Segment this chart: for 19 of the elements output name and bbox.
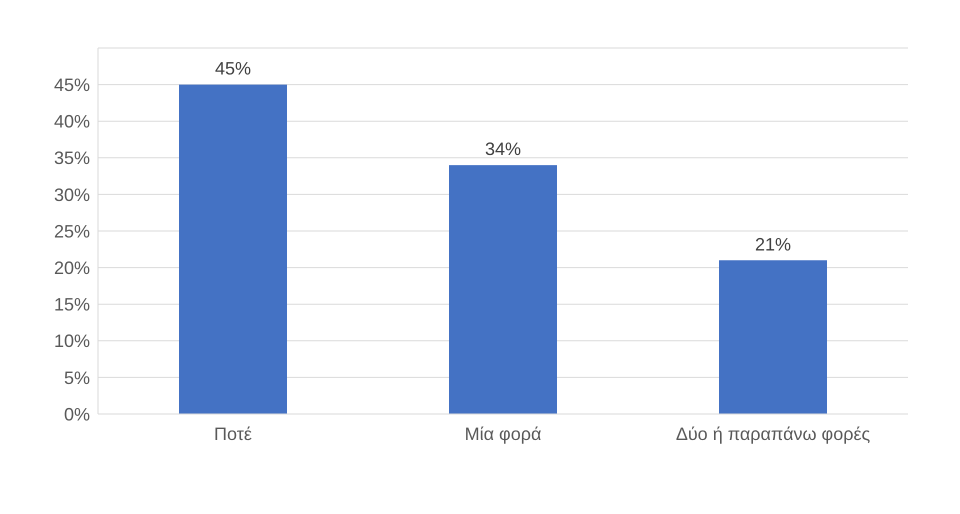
data-label: 34% bbox=[484, 139, 522, 160]
y-tick-label: 0% bbox=[64, 404, 90, 424]
y-tick-label: 20% bbox=[54, 258, 90, 278]
data-label: 21% bbox=[754, 234, 792, 254]
bar bbox=[179, 84, 287, 414]
bar bbox=[719, 260, 827, 414]
y-tick-label: 10% bbox=[54, 331, 90, 352]
x-tick-label: Ποτέ bbox=[214, 424, 252, 444]
bar bbox=[449, 165, 557, 414]
y-tick-label: 5% bbox=[64, 368, 90, 388]
y-tick-label: 35% bbox=[54, 148, 90, 168]
y-tick-label: 25% bbox=[54, 221, 90, 242]
y-tick-label: 40% bbox=[54, 112, 90, 132]
y-tick-label: 30% bbox=[54, 184, 90, 205]
y-tick-label: 15% bbox=[54, 294, 90, 315]
x-tick-label: Δύο ή παραπάνω φορές bbox=[676, 424, 870, 444]
x-tick-label: Μία φορά bbox=[464, 424, 542, 444]
data-label: 45% bbox=[214, 58, 252, 79]
y-tick-label: 45% bbox=[54, 74, 90, 95]
